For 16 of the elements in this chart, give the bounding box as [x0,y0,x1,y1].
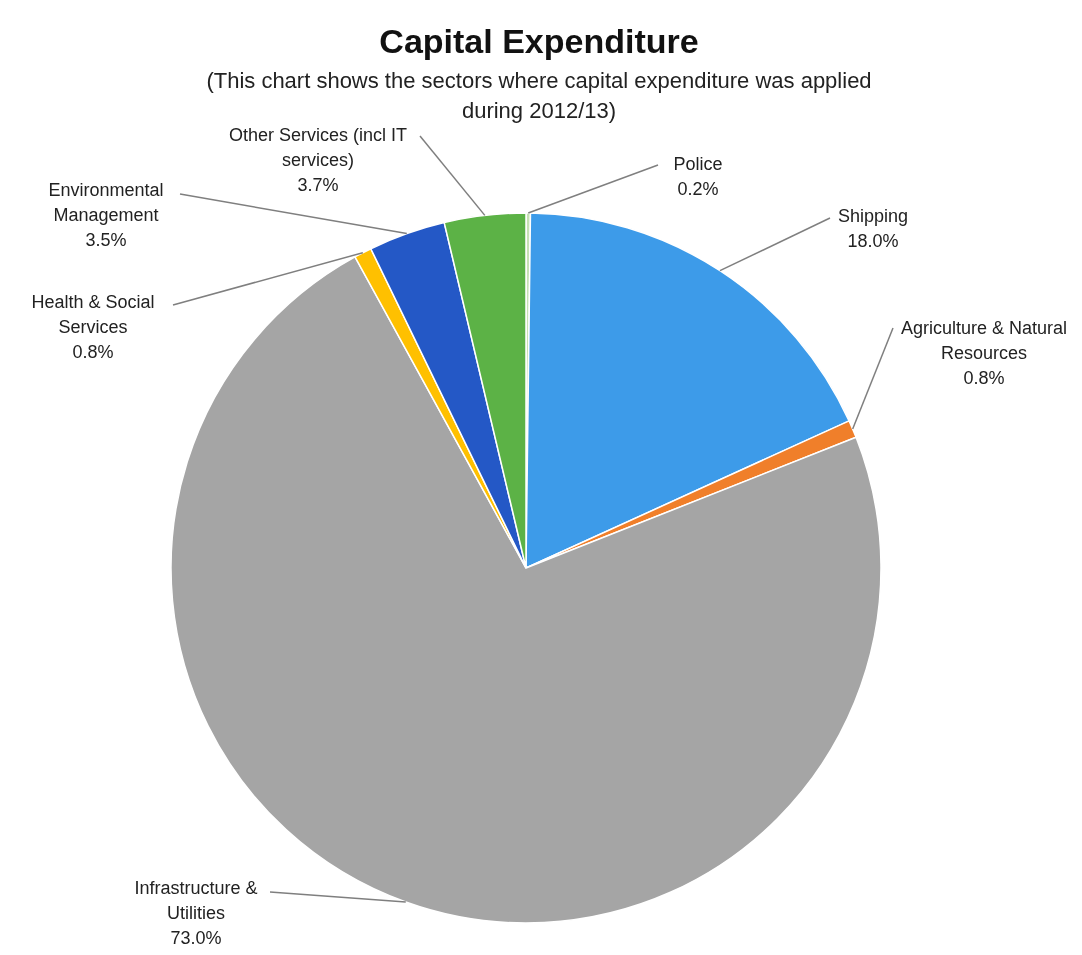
data-label: 0.8% [72,342,114,362]
data-label: 73.0% [170,928,222,948]
slice-label: Environmental Management [48,180,164,225]
slice-label: Police [673,154,723,174]
data-label: 18.0% [847,231,899,251]
slice-label: Other Services (incl IT services) [228,125,408,170]
slice-label: Shipping [837,206,909,226]
data-label: 0.8% [963,368,1005,388]
slice-label: Health & Social Services [31,292,155,337]
data-label: 0.2% [677,179,719,199]
chart-subtitle: (This chart shows the sectors where capital expenditure was applied during 2012/13) [206,68,872,123]
data-label: 3.5% [85,230,127,250]
slice-label: Agriculture & Natural Resources [900,318,1068,363]
chart-title: Capital Expenditure [379,22,699,60]
data-label: 3.7% [297,175,339,195]
slice-label: Infrastructure & Utilities [134,878,258,923]
